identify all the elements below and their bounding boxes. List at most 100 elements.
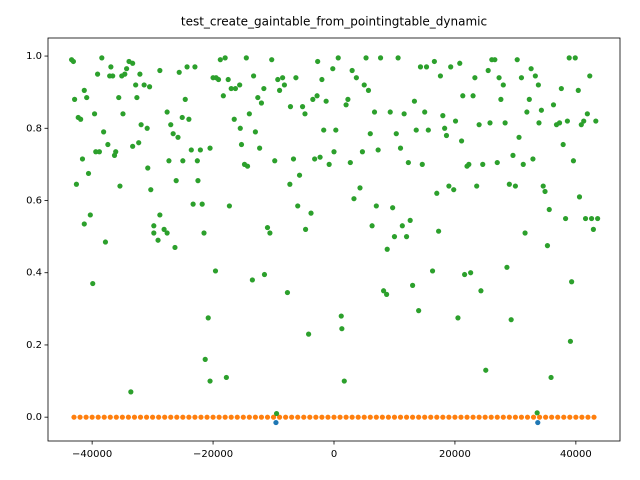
point: [518, 75, 525, 81]
point: [387, 109, 393, 115]
point: [272, 158, 278, 164]
point: [231, 116, 237, 122]
point: [349, 67, 355, 74]
x-tick-label: 40000: [560, 449, 592, 460]
point: [351, 196, 357, 202]
point: [423, 64, 430, 70]
point: [357, 185, 363, 191]
point: [101, 414, 107, 420]
point: [417, 64, 424, 70]
point: [496, 75, 502, 81]
point: [237, 125, 243, 131]
point: [494, 159, 500, 166]
y-tick-label: 0.8: [26, 123, 42, 134]
x-tick-label: −40000: [72, 449, 112, 460]
point: [410, 282, 416, 288]
point: [570, 158, 577, 164]
point: [172, 244, 178, 251]
point: [91, 111, 98, 117]
point: [397, 414, 404, 420]
point: [314, 93, 320, 99]
point: [535, 82, 541, 88]
point: [151, 230, 157, 236]
point: [434, 414, 440, 420]
point: [482, 414, 488, 420]
point: [128, 389, 134, 395]
point: [284, 289, 291, 296]
point: [452, 118, 459, 124]
point: [81, 221, 87, 227]
point: [343, 102, 349, 108]
point: [487, 120, 493, 126]
point: [216, 414, 222, 420]
point: [179, 114, 185, 121]
point: [549, 414, 555, 420]
point: [437, 73, 444, 79]
point: [215, 76, 222, 83]
point: [377, 55, 384, 61]
point: [296, 172, 303, 178]
point: [137, 71, 143, 77]
point: [144, 125, 150, 131]
point: [595, 215, 601, 222]
y-tick-label: 0.6: [26, 196, 42, 207]
point: [252, 129, 258, 135]
point: [199, 201, 205, 207]
point: [246, 414, 252, 420]
point: [512, 414, 518, 420]
point: [385, 414, 392, 420]
point: [174, 414, 180, 420]
chart-title: test_create_gaintable_from_pointingtable…: [181, 15, 487, 29]
point: [148, 187, 154, 193]
point: [534, 410, 540, 416]
point: [319, 76, 325, 83]
point: [410, 414, 416, 420]
point: [204, 414, 210, 420]
point: [470, 93, 476, 99]
point: [380, 288, 387, 294]
point: [474, 183, 480, 189]
point: [192, 414, 198, 420]
point: [301, 414, 307, 420]
point: [429, 268, 436, 274]
point: [345, 96, 351, 102]
point: [226, 203, 232, 209]
point: [422, 109, 428, 115]
point: [485, 67, 491, 74]
point: [338, 313, 344, 319]
point: [367, 414, 373, 420]
point: [365, 87, 372, 93]
point: [535, 419, 541, 426]
point: [269, 57, 275, 63]
point: [287, 181, 293, 187]
point: [403, 414, 410, 420]
point: [411, 98, 418, 104]
point: [582, 215, 589, 222]
point: [87, 212, 93, 218]
point: [113, 149, 119, 155]
point: [500, 414, 506, 420]
point: [289, 414, 295, 420]
point: [184, 64, 190, 70]
point: [157, 212, 163, 218]
point: [290, 156, 297, 162]
point: [548, 374, 554, 381]
point: [561, 414, 567, 420]
point: [573, 414, 579, 420]
point: [591, 414, 597, 420]
point: [240, 414, 246, 420]
point: [458, 414, 464, 420]
point: [436, 228, 442, 234]
point: [391, 414, 398, 420]
point: [105, 141, 111, 148]
point: [275, 76, 281, 83]
point: [460, 93, 466, 99]
point: [102, 239, 109, 245]
point: [470, 414, 476, 420]
point: [339, 326, 345, 332]
point: [312, 156, 318, 162]
point: [232, 85, 239, 92]
point: [243, 55, 249, 61]
point: [524, 414, 531, 420]
point: [246, 111, 252, 117]
